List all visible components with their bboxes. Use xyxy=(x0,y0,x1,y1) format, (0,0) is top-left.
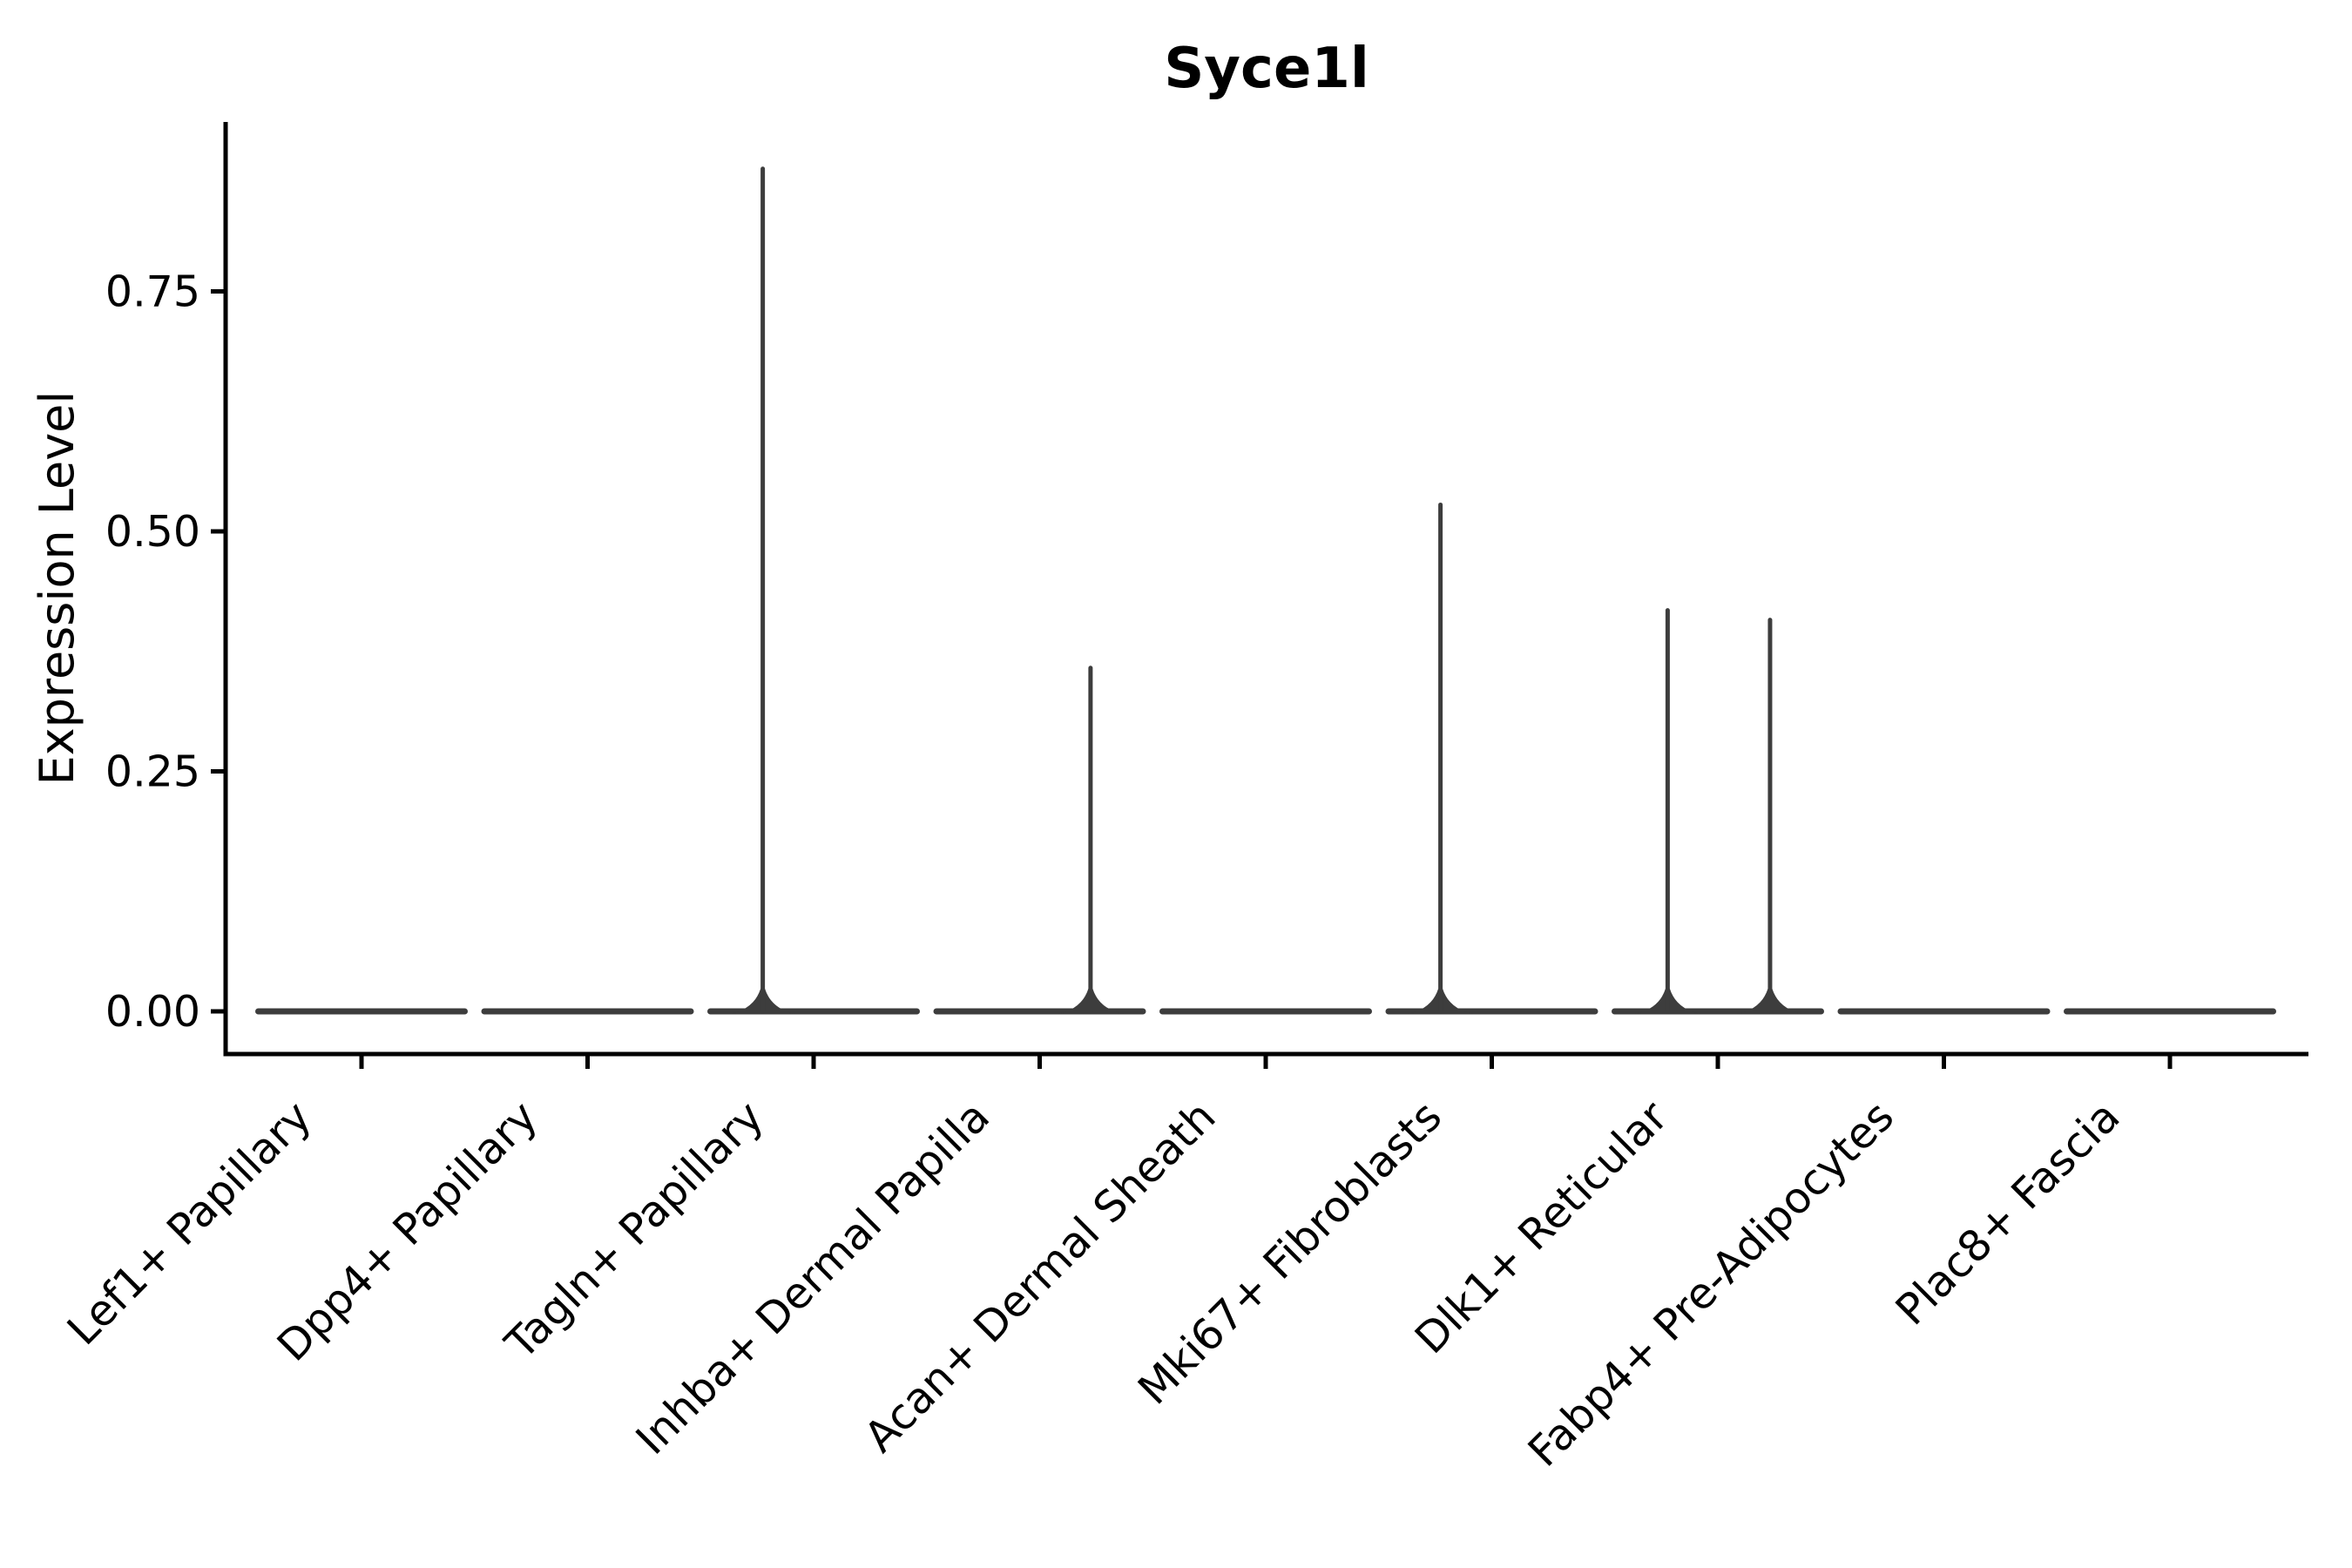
x-tick-label: Fabp4+ Pre-Adipocytes xyxy=(1518,1092,1903,1477)
y-axis-label: Expression Level xyxy=(30,391,84,786)
y-axis-ticks: 0.00 0.25 0.50 0.75 xyxy=(105,267,226,1037)
x-tick-label: Plac8+ Fascia xyxy=(1886,1092,2129,1335)
y-tick-label: 0.25 xyxy=(105,747,200,797)
y-tick-label: 0.00 xyxy=(105,987,200,1037)
violin-6 xyxy=(1385,502,1598,1015)
axes xyxy=(223,122,2308,1057)
y-tick-label: 0.75 xyxy=(105,267,200,317)
violin-4 xyxy=(933,666,1146,1015)
violin-7 xyxy=(1612,608,1824,1015)
y-tick-label: 0.50 xyxy=(105,507,200,557)
violin-3 xyxy=(707,166,920,1015)
violins xyxy=(255,166,2276,1015)
chart-title: Syce1l xyxy=(1164,37,1369,101)
x-tick-label: Lef1+ Papillary xyxy=(57,1092,321,1355)
